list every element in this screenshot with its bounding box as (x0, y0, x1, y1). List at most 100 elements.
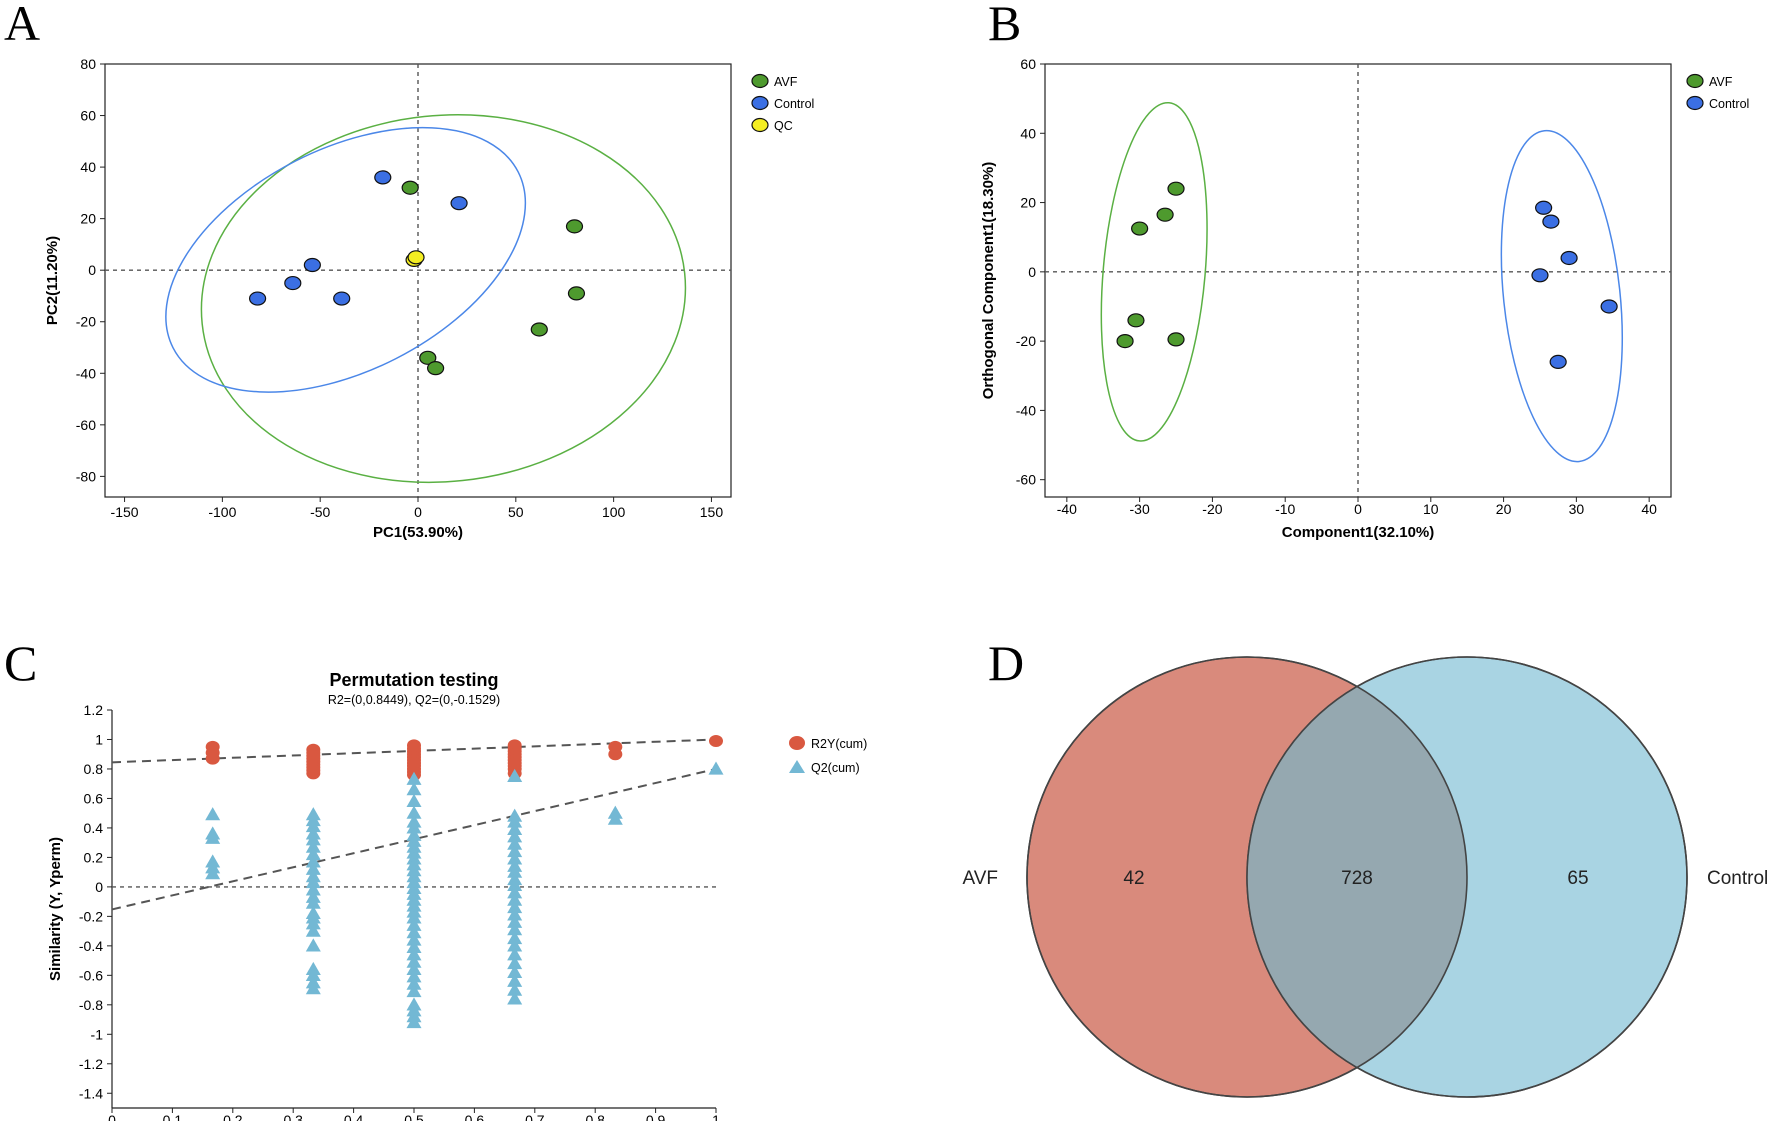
y-tick-label: 20 (1020, 195, 1036, 211)
regression-line-q2-cum (111, 767, 717, 911)
legend-label-control: Control (1709, 97, 1749, 111)
y-tick-label: 40 (80, 159, 96, 175)
data-point-q2-cum (406, 947, 422, 961)
legend-label-q2-cum: Q2(cum) (811, 761, 860, 775)
data-point-avf (1127, 313, 1145, 328)
data-point-q2-cum (406, 976, 422, 990)
data-point-q2-cum (406, 820, 422, 834)
data-point-control (450, 196, 468, 211)
data-point-q2-cum (406, 917, 422, 931)
y-tick-label: -60 (1016, 472, 1036, 488)
data-point-q2-cum (406, 1015, 422, 1029)
data-point-avf (565, 219, 584, 234)
x-tick-label: 10 (1423, 501, 1439, 517)
venn-label-control: Control (1707, 868, 1768, 889)
data-point-q2-cum (607, 811, 623, 825)
data-point-r2y-cum (608, 748, 623, 761)
data-point-q2-cum (507, 836, 523, 850)
y-tick-label: 0.6 (84, 790, 104, 806)
data-point-q2-cum (406, 984, 422, 998)
data-point-control (333, 291, 351, 306)
legend-label-control: Control (774, 97, 814, 111)
data-point-q2-cum (406, 782, 422, 796)
data-point-control (1560, 250, 1578, 266)
data-point-control (303, 257, 321, 273)
legend-label-qc: QC (774, 119, 793, 133)
legend-marker-control (751, 95, 769, 111)
data-point-q2-cum (507, 907, 523, 921)
data-point-q2-cum (305, 832, 321, 846)
data-point-q2-cum (406, 910, 422, 924)
data-point-q2-cum (305, 854, 321, 868)
data-point-q2-cum (507, 938, 523, 952)
confidence-ellipse-control (165, 126, 527, 393)
confidence-ellipse-avf (1100, 101, 1208, 442)
y-tick-label: 60 (80, 108, 96, 124)
y-tick-label: -1 (91, 1026, 104, 1042)
data-point-q2-cum (507, 973, 523, 987)
chart-title: Permutation testing (329, 670, 498, 690)
oplsda-score-plot: -40 -30 -20 -10 0 10 20 30 40 60 40 20 0 -20 -40 -60 Com… (980, 56, 1749, 541)
data-point-r2y-cum (306, 767, 321, 780)
x-tick-label: 0 (414, 504, 422, 520)
data-point-q2-cum (507, 914, 523, 928)
y-tick-label: 0.2 (84, 849, 104, 865)
venn-count-avf: 42 (1123, 868, 1144, 889)
data-point-q2-cum (305, 923, 321, 937)
confidence-ellipse-control (1500, 129, 1624, 463)
data-point-q2-cum (507, 885, 523, 899)
x-tick-label: 1 (712, 1112, 720, 1121)
data-point-q2-cum (305, 895, 321, 909)
y-tick-label: 1.2 (84, 702, 104, 718)
legend-marker-avf (751, 73, 769, 89)
x-tick-label: -20 (1202, 501, 1222, 517)
x-axis-label: PC1(53.90%) (373, 524, 463, 541)
data-point-q2-cum (507, 964, 523, 979)
x-tick-label: 0.6 (465, 1112, 485, 1121)
data-point-q2-cum (305, 916, 321, 930)
x-tick-label: 0.8 (585, 1112, 605, 1121)
data-point-q2-cum (507, 982, 523, 996)
data-point-q2-cum (507, 851, 523, 865)
data-point-q2-cum (507, 829, 523, 843)
x-tick-label: 40 (1641, 501, 1657, 517)
data-point-control (1600, 299, 1618, 314)
data-point-q2-cum (406, 939, 422, 953)
data-point-q2-cum (507, 877, 523, 892)
data-point-q2-cum (507, 864, 523, 878)
y-tick-label: 20 (80, 211, 96, 227)
data-point-avf (1156, 207, 1174, 222)
legend-marker-avf (1686, 73, 1704, 89)
y-tick-label: -40 (76, 365, 96, 381)
legend-marker-r2y-cum (789, 736, 805, 750)
y-axis-label: PC2(11.20%) (44, 236, 61, 325)
data-point-control (248, 291, 267, 306)
x-tick-label: 0.2 (223, 1112, 243, 1121)
data-point-q2-cum (507, 814, 523, 828)
data-point-q2-cum (305, 938, 321, 952)
y-tick-label: -1.4 (79, 1085, 103, 1101)
x-tick-label: 0.9 (646, 1112, 666, 1121)
y-tick-label: -0.2 (79, 908, 103, 924)
x-tick-label: -10 (1275, 501, 1295, 517)
data-point-control (1531, 268, 1549, 283)
data-point-q2-cum (305, 967, 321, 981)
data-point-avf (530, 322, 548, 337)
x-tick-label: -30 (1130, 501, 1150, 517)
data-point-q2-cum (708, 761, 724, 775)
venn-label-avf: AVF (962, 868, 998, 889)
data-point-q2-cum (507, 821, 523, 836)
pca-score-plot: -150 -100 -50 0 50 100 150 80 60 40 20 0 -20 -40 -60 -8… (44, 56, 814, 541)
data-point-q2-cum (507, 922, 523, 936)
data-point-control (374, 170, 392, 185)
data-point-avf (1167, 181, 1185, 196)
data-point-control (1549, 354, 1567, 370)
data-point-control (284, 275, 302, 291)
data-point-q2-cum (406, 793, 422, 808)
x-tick-label: 0 (1354, 501, 1362, 517)
permutation-test-plot: 0 0.1 0.2 0.3 0.4 0.5 0.6 0.7 0.8 0.9 1 1.2 1 0.8 0.6 0… (47, 670, 867, 1121)
x-axis-label: Component1(32.10%) (1282, 524, 1435, 541)
x-tick-label: 0.3 (283, 1112, 303, 1121)
confidence-ellipse-avf (200, 114, 687, 484)
legend-marker-q2-cum (789, 760, 805, 773)
